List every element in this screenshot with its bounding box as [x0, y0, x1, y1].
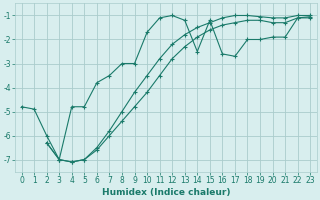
X-axis label: Humidex (Indice chaleur): Humidex (Indice chaleur): [102, 188, 230, 197]
